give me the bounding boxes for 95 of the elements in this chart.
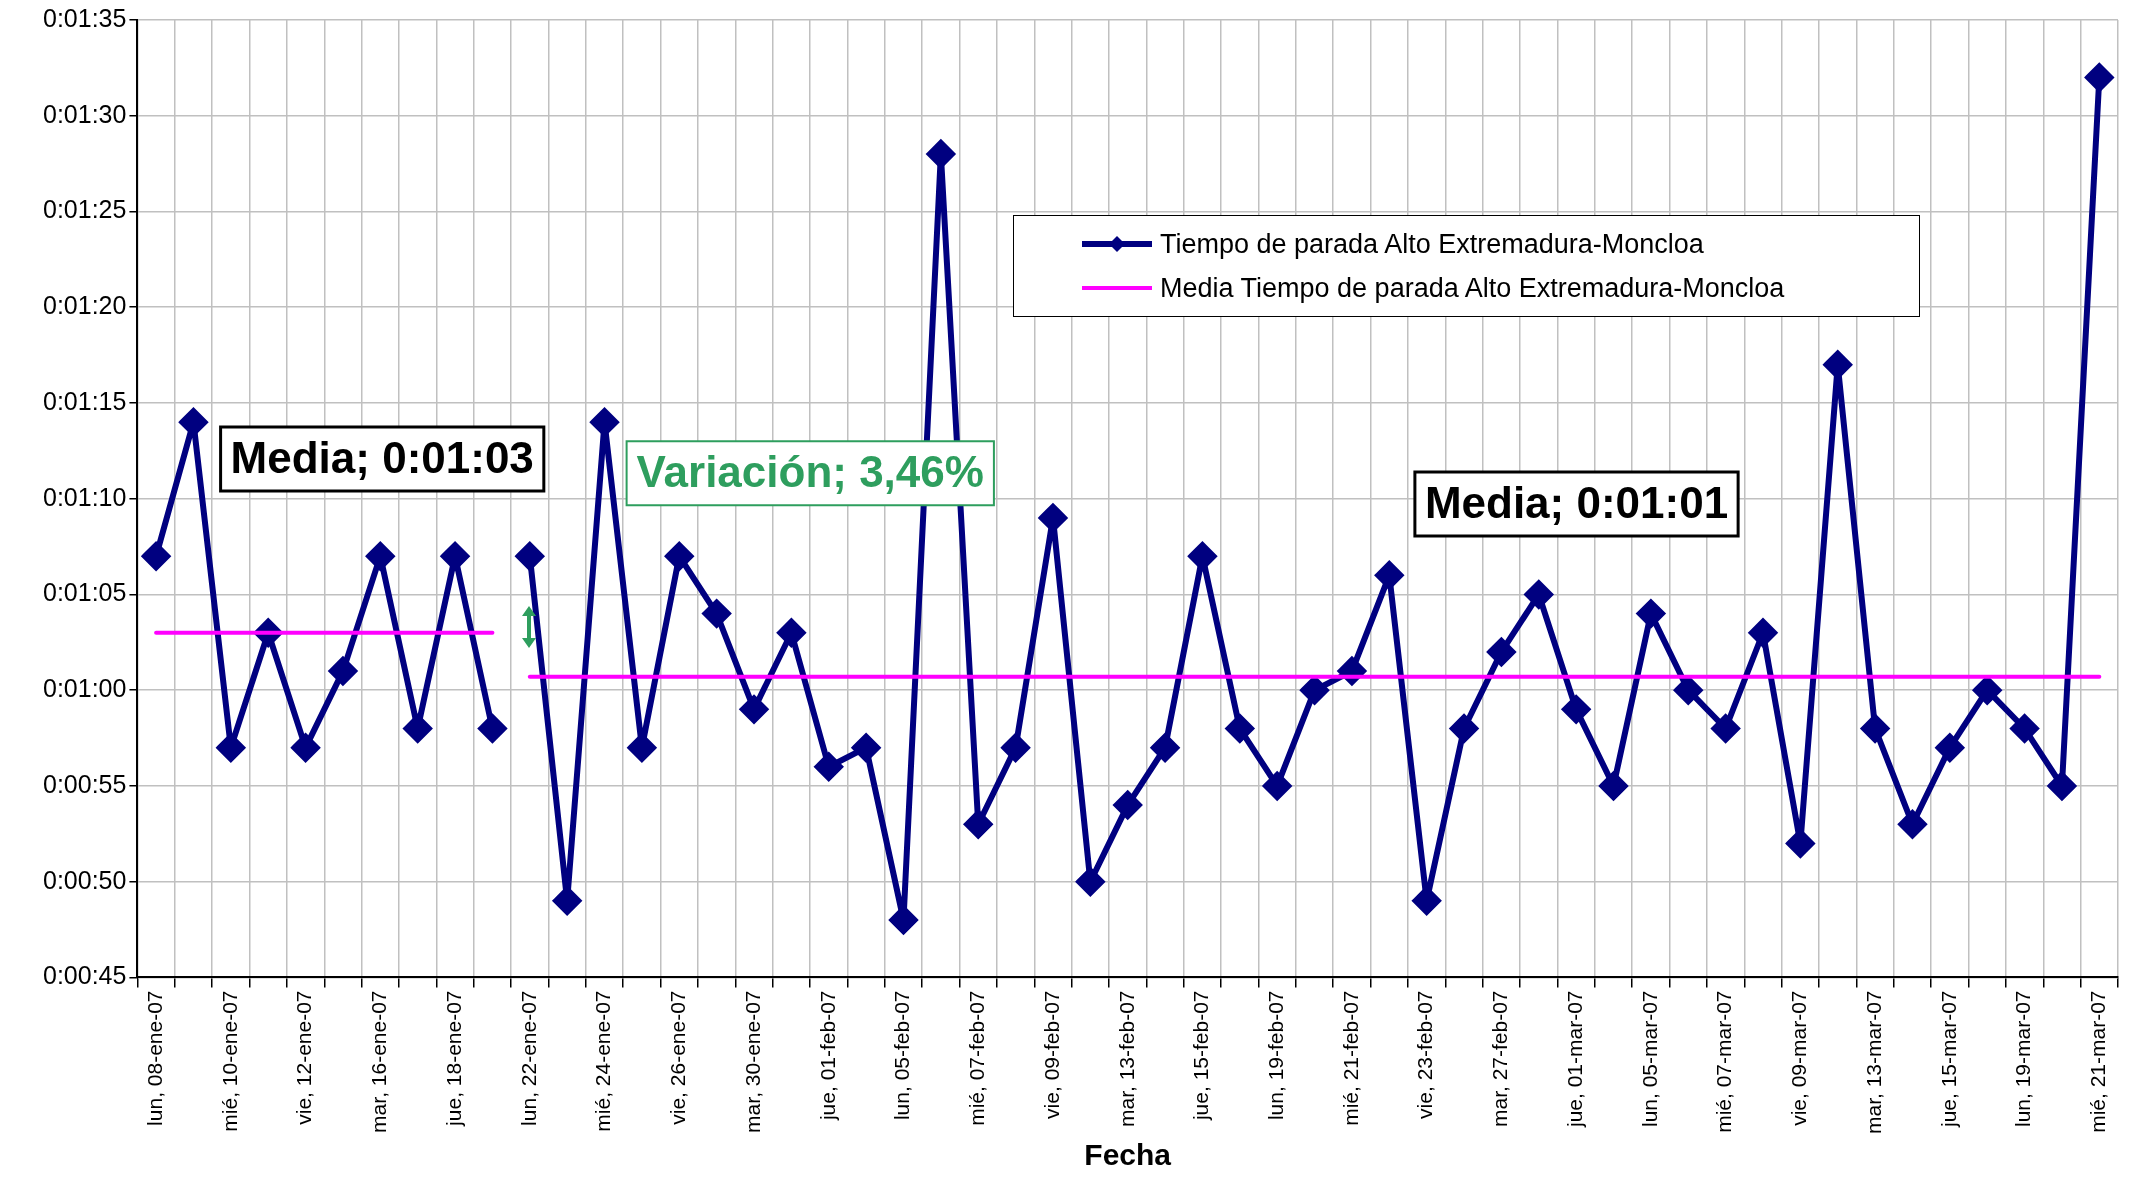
point xyxy=(1225,714,1254,743)
x-tick-label: jue, 01-mar-07 xyxy=(1562,990,1586,1129)
x-tick-label: lun, 22-ene-07 xyxy=(516,990,540,1126)
point xyxy=(1748,618,1777,647)
point xyxy=(740,695,769,724)
point xyxy=(1038,503,1067,532)
y-tick-label: 0:00:50 xyxy=(42,865,127,894)
point xyxy=(1599,771,1628,800)
x-tick-label: vie, 09-feb-07 xyxy=(1039,990,1063,1119)
x-tick-label: lun, 19-mar-07 xyxy=(2011,990,2035,1128)
point xyxy=(1263,771,1292,800)
x-tick-label: jue, 15-feb-07 xyxy=(1189,990,1213,1122)
point xyxy=(1412,886,1441,915)
point xyxy=(515,542,544,571)
point xyxy=(142,542,171,571)
annotation: Variación; 3,46% xyxy=(636,447,984,497)
y-tick-label: 0:01:05 xyxy=(42,578,127,607)
point xyxy=(1113,791,1142,820)
point xyxy=(1151,733,1180,762)
y-tick-label: 0:01:00 xyxy=(42,674,127,703)
x-tick-label: jue, 01-feb-07 xyxy=(815,990,839,1122)
annotation: Media; 0:01:03 xyxy=(230,433,534,483)
point xyxy=(702,599,731,628)
y-tick-label: 0:01:15 xyxy=(42,386,127,415)
point xyxy=(1001,733,1030,762)
x-tick-label: lun, 05-feb-07 xyxy=(890,990,914,1121)
point xyxy=(665,542,694,571)
x-tick-label: lun, 19-feb-07 xyxy=(1263,990,1287,1121)
point xyxy=(216,733,245,762)
point xyxy=(1636,599,1665,628)
y-tick-label: 0:01:10 xyxy=(42,482,127,511)
point xyxy=(179,408,208,437)
point xyxy=(964,810,993,839)
y-tick-label: 0:00:55 xyxy=(42,769,127,798)
point xyxy=(926,140,955,169)
point xyxy=(1861,714,1890,743)
point xyxy=(627,733,656,762)
x-tick-label: mié, 07-mar-07 xyxy=(1712,990,1736,1133)
point xyxy=(328,657,357,686)
point xyxy=(2085,63,2114,92)
x-tick-label: jue, 15-mar-07 xyxy=(1936,990,1960,1129)
legend-label: Tiempo de parada Alto Extremadura-Moncloa xyxy=(1160,228,1704,260)
point xyxy=(1375,561,1404,590)
x-tick-label: mar, 13-feb-07 xyxy=(1114,990,1138,1128)
x-tick-label: jue, 18-ene-07 xyxy=(441,990,465,1127)
x-axis-title: Fecha xyxy=(1084,1138,1172,1172)
x-tick-label: vie, 23-feb-07 xyxy=(1413,990,1437,1119)
x-tick-label: mar, 13-mar-07 xyxy=(1861,990,1885,1134)
x-tick-label: mié, 24-ene-07 xyxy=(591,990,615,1132)
y-tick-label: 0:01:35 xyxy=(42,3,127,32)
point xyxy=(852,733,881,762)
x-tick-label: mar, 16-ene-07 xyxy=(367,990,391,1133)
legend-label: Media Tiempo de parada Alto Extremadura-Moncloa xyxy=(1160,272,1785,304)
annotation: Media; 0:01:01 xyxy=(1424,478,1729,528)
y-tick-label: 0:01:25 xyxy=(42,195,127,224)
point xyxy=(1487,637,1516,666)
point xyxy=(1674,676,1703,705)
point xyxy=(777,618,806,647)
point xyxy=(1562,695,1591,724)
x-tick-label: mié, 07-feb-07 xyxy=(965,990,989,1126)
y-tick-label: 0:00:45 xyxy=(42,961,127,990)
point xyxy=(441,542,470,571)
point xyxy=(814,752,843,781)
point xyxy=(1524,580,1553,609)
x-tick-label: vie, 26-ene-07 xyxy=(666,990,690,1125)
y-tick-label: 0:01:20 xyxy=(42,291,127,320)
point xyxy=(1823,350,1852,379)
point xyxy=(1300,676,1329,705)
point xyxy=(2047,771,2076,800)
point xyxy=(1450,714,1479,743)
point xyxy=(1711,714,1740,743)
x-tick-label: mar, 30-ene-07 xyxy=(740,990,764,1133)
x-tick-label: lun, 08-ene-07 xyxy=(142,990,166,1126)
point xyxy=(1973,676,2002,705)
point xyxy=(291,733,320,762)
point xyxy=(2010,714,2039,743)
point xyxy=(1786,829,1815,858)
point xyxy=(366,542,395,571)
point xyxy=(1898,810,1927,839)
x-tick-label: lun, 05-mar-07 xyxy=(1637,990,1661,1128)
point xyxy=(590,408,619,437)
point xyxy=(1076,867,1105,896)
y-tick-label: 0:01:30 xyxy=(42,99,127,128)
x-tick-label: mié, 10-ene-07 xyxy=(217,990,241,1132)
x-tick-label: vie, 12-ene-07 xyxy=(292,990,316,1125)
x-tick-label: vie, 09-mar-07 xyxy=(1787,990,1811,1126)
point xyxy=(1188,542,1217,571)
x-tick-label: mié, 21-feb-07 xyxy=(1338,990,1362,1126)
x-tick-label: mié, 21-mar-07 xyxy=(2086,990,2110,1133)
point xyxy=(478,714,507,743)
x-tick-label: mar, 27-feb-07 xyxy=(1488,990,1512,1128)
point xyxy=(1935,733,1964,762)
point xyxy=(403,714,432,743)
point xyxy=(553,886,582,915)
point xyxy=(889,906,918,935)
